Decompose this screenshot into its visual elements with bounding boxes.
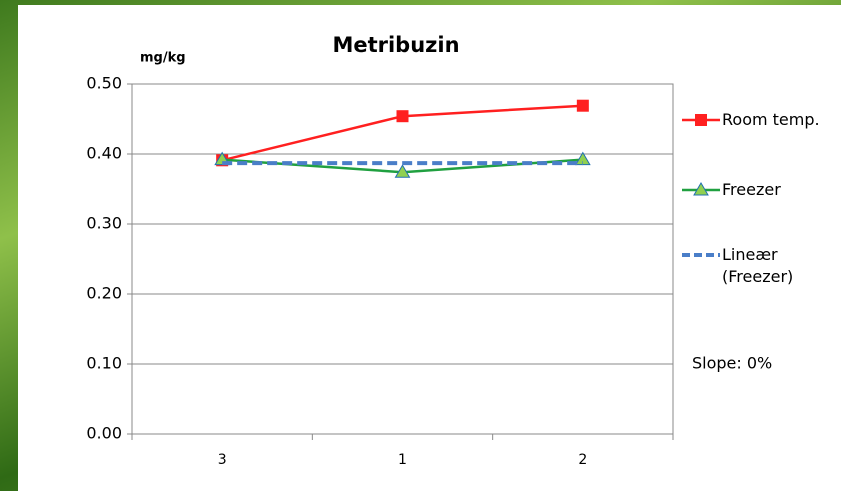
- legend-label: Lineær (Freezer): [722, 245, 794, 286]
- y-tick-label: 0.30: [86, 214, 122, 233]
- chart-title: Metribuzin: [332, 33, 459, 57]
- panel: [18, 5, 841, 491]
- y-tick-label: 0.10: [86, 354, 122, 373]
- plot-area: [131, 83, 674, 435]
- marker: [693, 182, 709, 196]
- y-tick-label: 0.40: [86, 144, 122, 163]
- marker: [695, 114, 707, 126]
- marker: [396, 110, 409, 123]
- legend-label: Freezer: [722, 180, 781, 199]
- x-tick-label: 3: [218, 452, 227, 468]
- x-tick-label: 1: [398, 452, 407, 468]
- annotation: Slope: 0%: [692, 354, 772, 373]
- marker: [394, 164, 411, 178]
- legend-label: Room temp.: [722, 110, 820, 129]
- y-unit: mg/kg: [140, 51, 186, 66]
- x-tick-label: 2: [578, 452, 587, 468]
- marker: [576, 99, 589, 112]
- y-tick-label: 0.20: [86, 284, 122, 303]
- y-tick-label: 0.00: [86, 424, 122, 443]
- y-tick-label: 0.50: [86, 74, 122, 93]
